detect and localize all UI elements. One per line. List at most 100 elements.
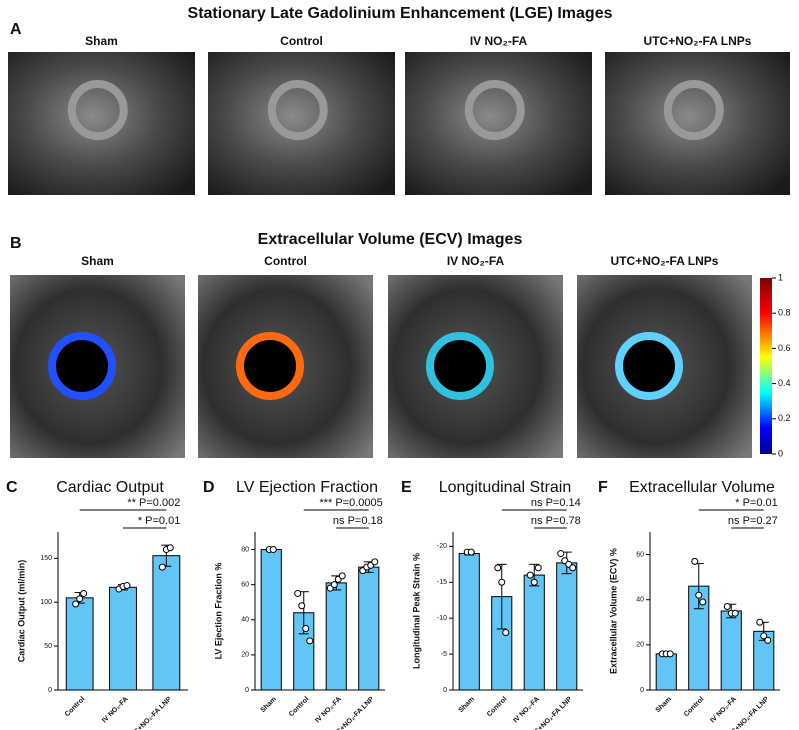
data-point xyxy=(302,625,310,633)
data-point xyxy=(158,563,166,571)
data-point xyxy=(557,550,565,558)
bar xyxy=(655,653,677,691)
data-point xyxy=(699,598,707,606)
y-tick-label: 0 xyxy=(443,687,447,694)
image-label: Control xyxy=(264,254,307,268)
y-tick-label: 80 xyxy=(241,546,249,553)
y-tick-label: 40 xyxy=(241,617,249,624)
significance-label: *** P=0.0005 xyxy=(319,497,382,509)
x-tick-label: Sham xyxy=(655,696,673,714)
data-point xyxy=(526,571,534,579)
mri-image xyxy=(208,52,395,195)
y-axis-label: LV Ejection Fraction % xyxy=(213,563,223,660)
mri-image xyxy=(8,52,195,195)
significance-label: ** P=0.002 xyxy=(127,497,180,509)
data-point xyxy=(530,578,538,586)
x-tick-label: IV NO₂-FA xyxy=(512,696,541,725)
x-tick-label: Sham xyxy=(260,696,278,714)
panel-letter: A xyxy=(10,21,22,38)
panel-title: Stationary Late Gadolinium Enhancement (… xyxy=(188,5,613,22)
data-point xyxy=(467,548,475,556)
bar xyxy=(260,549,282,691)
y-tick-label: 60 xyxy=(636,551,644,558)
y-tick-label: 50 xyxy=(44,643,52,650)
bar xyxy=(109,586,137,691)
colorbar xyxy=(760,278,772,454)
x-tick-label: UTC+NO₂-FA LNP xyxy=(126,696,173,730)
image-label: Control xyxy=(280,34,323,48)
bar xyxy=(325,582,347,691)
data-point xyxy=(723,602,731,610)
colorbar-tick-label: 1 xyxy=(778,272,783,282)
data-point xyxy=(764,636,772,644)
colorbar-tick-label: 0.6 xyxy=(778,343,791,353)
y-tick-label: -20 xyxy=(437,543,447,550)
colorbar-tick-label: 0.2 xyxy=(778,413,791,423)
bar xyxy=(523,574,545,691)
significance-label: ns P=0.78 xyxy=(531,515,581,527)
bar xyxy=(358,566,380,691)
data-point xyxy=(666,650,674,658)
data-point xyxy=(123,582,131,590)
heart xyxy=(663,80,724,140)
data-point xyxy=(72,600,80,608)
data-point xyxy=(756,618,764,626)
myocardium-ring xyxy=(236,332,304,400)
x-tick-label: IV NO₂-FA xyxy=(101,696,130,725)
colorbar-tick-label: 0 xyxy=(778,448,783,458)
data-point xyxy=(76,595,84,603)
y-axis-label: Longitudinal Peak Strain % xyxy=(411,553,421,669)
chart-letter: F xyxy=(598,479,608,496)
y-tick-label: 0 xyxy=(48,687,52,694)
y-tick-label: 20 xyxy=(636,642,644,649)
y-tick-label: 100 xyxy=(40,599,52,606)
y-tick-label: 0 xyxy=(245,687,249,694)
image-label: UTC+NO₂-FA LNPs xyxy=(644,34,752,48)
data-point xyxy=(298,602,306,610)
significance-label: * P=0.01 xyxy=(735,497,778,509)
heart xyxy=(67,80,128,140)
bar xyxy=(65,597,94,691)
image-label: IV NO₂-FA xyxy=(447,254,505,268)
chart-title: Extracellular Volume xyxy=(629,479,775,496)
significance-label: ns P=0.14 xyxy=(531,497,581,509)
image-label: IV NO₂-FA xyxy=(470,34,528,48)
chart-title: Cardiac Output xyxy=(56,479,164,496)
heart xyxy=(267,80,328,140)
bar xyxy=(720,610,742,691)
image-label: UTC+NO₂-FA LNPs xyxy=(611,254,719,268)
chart-title: Longitudinal Strain xyxy=(439,479,572,496)
x-tick-label: Sham xyxy=(458,696,476,714)
image-label: Sham xyxy=(81,254,114,268)
data-point xyxy=(760,632,768,640)
x-tick-label: Control xyxy=(64,696,87,719)
data-point xyxy=(494,564,502,572)
data-point xyxy=(294,589,302,597)
significance-label: * P=0.01 xyxy=(138,515,181,527)
heart xyxy=(464,80,525,140)
y-axis-label: Cardiac Output (ml/min) xyxy=(16,560,26,663)
myocardium-ring xyxy=(426,332,494,400)
myocardium-ring xyxy=(48,332,116,400)
data-point xyxy=(569,564,577,572)
data-point xyxy=(534,564,542,572)
data-point xyxy=(695,591,703,599)
x-tick-label: IV NO₂-FA xyxy=(709,696,738,725)
myocardium-ring xyxy=(615,332,683,400)
chart-letter: C xyxy=(6,479,18,496)
y-tick-label: 20 xyxy=(241,652,249,659)
data-point xyxy=(731,609,739,617)
colorbar-tick-label: 0.8 xyxy=(778,308,791,318)
data-point xyxy=(371,558,379,566)
chart-title: LV Ejection Fraction xyxy=(236,479,378,496)
data-point xyxy=(306,637,314,645)
y-tick-label: -15 xyxy=(437,579,447,586)
data-point xyxy=(269,546,277,554)
y-tick-label: -5 xyxy=(441,651,447,658)
y-tick-label: 60 xyxy=(241,582,249,589)
data-point xyxy=(330,581,338,589)
mri-image xyxy=(605,52,790,195)
colorbar-tick-label: 0.4 xyxy=(778,378,791,388)
y-axis-label: Extracellular Volume (ECV) % xyxy=(608,548,618,674)
data-point xyxy=(691,557,699,565)
